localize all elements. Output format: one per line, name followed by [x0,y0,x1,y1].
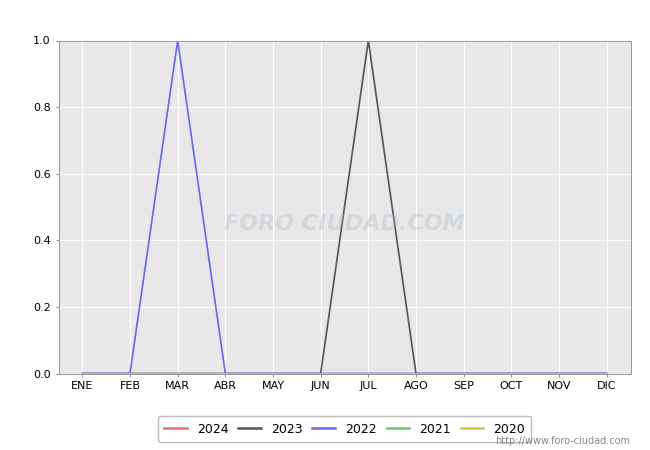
Text: http://www.foro-ciudad.com: http://www.foro-ciudad.com [495,436,630,446]
Legend: 2024, 2023, 2022, 2021, 2020: 2024, 2023, 2022, 2021, 2020 [158,416,531,442]
Text: FORO CIUDAD.COM: FORO CIUDAD.COM [224,214,465,234]
Text: Matriculaciones de Vehiculos en Talveila: Matriculaciones de Vehiculos en Talveila [144,11,506,29]
